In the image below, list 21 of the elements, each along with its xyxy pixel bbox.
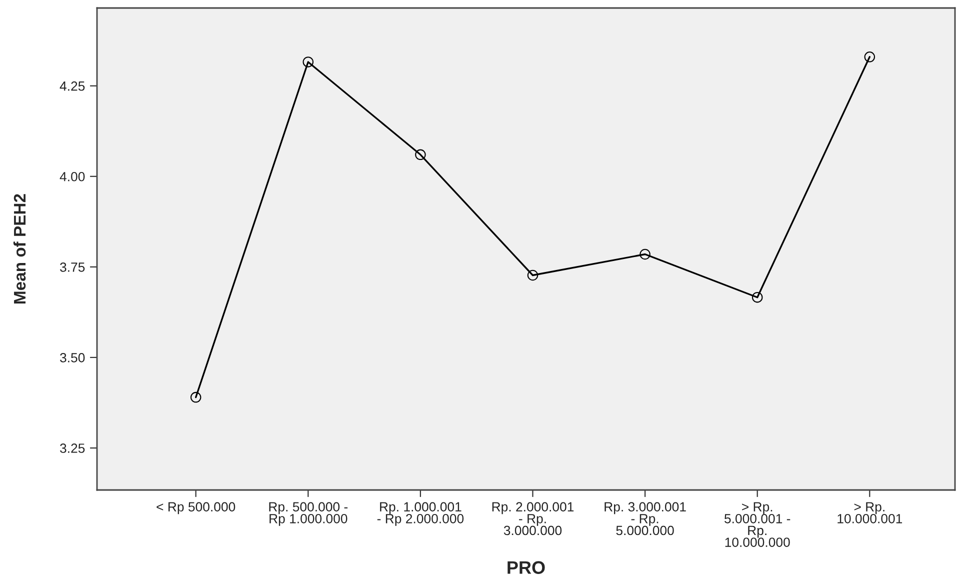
x-tick-label: > Rp. 10.000.001 [838, 502, 902, 524]
x-tick-label: Rp. 1.000.001 - Rp 2.000.000 [377, 502, 464, 526]
y-tick-label: 4.25 [60, 81, 85, 91]
y-tick-label: 3.25 [60, 444, 85, 453]
y-tick-label: 3.75 [60, 262, 85, 272]
y-tick-label: 4.00 [60, 172, 85, 182]
point [864, 52, 876, 62]
x-tick-label: Rp. 500.000 - Rp 1.000.000 [269, 502, 348, 526]
y-tick-label: 3.50 [60, 353, 85, 362]
point [640, 248, 650, 260]
x-tick-label: > Rp. 5.000.001 - Rp. 10.000.000 [724, 502, 790, 547]
point [752, 292, 763, 303]
y-axis-title: Mean of PEH2 [13, 194, 26, 304]
point [415, 149, 426, 160]
point [190, 392, 202, 403]
point [302, 56, 314, 68]
point [527, 270, 538, 281]
x-tick-label: < Rp 500.000 [156, 502, 236, 514]
x-tick-label: Rp. 3.000.001 - Rp. 5.000.000 [604, 502, 686, 536]
x-tick-label: Rp. 2.000.001 - Rp. 3.000.000 [492, 502, 574, 536]
x-axis-title: PRO [508, 561, 545, 574]
